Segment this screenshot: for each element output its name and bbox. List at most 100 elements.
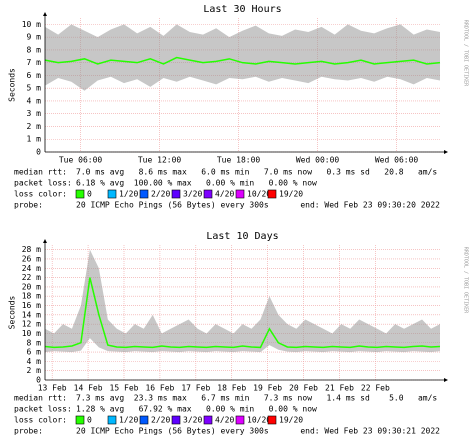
loss-color-label: 2/20 xyxy=(151,416,170,425)
axis-arrow xyxy=(444,378,448,382)
x-tick-label: 20 Feb xyxy=(289,384,318,393)
plot-area xyxy=(45,245,440,380)
y-tick-label: 3 m xyxy=(27,109,42,118)
legend-text: 7.3 ms avg 23.3 ms max 6.7 ms min 7.3 ms… xyxy=(76,394,437,403)
x-tick-label: Tue 18:00 xyxy=(217,156,261,165)
smoke-band xyxy=(45,249,440,353)
y-tick-label: 4 m xyxy=(27,357,42,366)
loss-color-swatch xyxy=(267,415,277,425)
loss-color-label: 4/20 xyxy=(215,190,234,199)
loss-color-label: 19/20 xyxy=(279,190,303,199)
chart-title: Last 10 Days xyxy=(206,231,278,242)
y-tick-label: 0 xyxy=(36,376,41,385)
y-axis-label: Seconds xyxy=(8,68,17,102)
smoke-band xyxy=(45,24,440,91)
y-tick-label: 6 m xyxy=(27,71,42,80)
loss-color-label: 10/20 xyxy=(247,416,271,425)
y-tick-label: 4 m xyxy=(27,96,42,105)
y-tick-label: 12 m xyxy=(22,320,41,329)
loss-color-label: 10/20 xyxy=(247,190,271,199)
axis-arrow xyxy=(444,150,448,154)
median-line xyxy=(44,277,441,349)
legend-label: probe: xyxy=(14,427,43,436)
loss-color-label: 3/20 xyxy=(183,416,202,425)
x-tick-label: Wed 06:00 xyxy=(375,156,419,165)
y-axis-label: Seconds xyxy=(8,295,17,329)
loss-color-swatch xyxy=(171,415,181,425)
legend-text: 6.18 % avg 100.00 % max 0.00 % min 0.00 … xyxy=(76,179,317,188)
loss-color-swatch xyxy=(139,415,149,425)
y-tick-label: 9 m xyxy=(27,33,42,42)
legend-text: end: Wed Feb 23 09:30:21 2022 xyxy=(300,427,440,436)
x-tick-label: Tue 06:00 xyxy=(59,156,103,165)
y-tick-label: 8 m xyxy=(27,338,42,347)
watermark: RRDTOOL / TOBI OETIKER xyxy=(463,20,469,87)
x-tick-label: 13 Feb xyxy=(38,384,67,393)
y-tick-label: 1 m xyxy=(27,135,42,144)
legend-text: 7.0 ms avg 8.6 ms max 6.0 ms min 7.0 ms … xyxy=(76,168,437,177)
legend-text: 1.28 % avg 67.92 % max 0.00 % min 0.00 %… xyxy=(76,405,317,414)
median-line xyxy=(44,56,441,65)
loss-color-label: 1/20 xyxy=(119,190,138,199)
y-tick-label: 5 m xyxy=(27,84,42,93)
x-tick-label: 15 Feb xyxy=(110,384,139,393)
x-tick-label: 22 Feb xyxy=(361,384,390,393)
loss-color-swatch xyxy=(235,189,245,199)
y-tick-label: 16 m xyxy=(22,301,41,310)
legend-text: 20 ICMP Echo Pings (56 Bytes) every 300s xyxy=(76,427,269,436)
legend-label: packet loss: xyxy=(14,179,72,188)
y-tick-label: 10 m xyxy=(22,20,41,29)
loss-color-label: 1/20 xyxy=(119,416,138,425)
y-tick-label: 28 m xyxy=(22,245,41,254)
loss-color-swatch xyxy=(139,189,149,199)
axis-arrow xyxy=(43,239,47,243)
loss-color-swatch xyxy=(235,415,245,425)
y-tick-label: 8 m xyxy=(27,45,42,54)
axis-arrow xyxy=(43,12,47,16)
watermark: RRDTOOL / TOBI OETIKER xyxy=(463,247,469,314)
x-tick-label: Tue 12:00 xyxy=(138,156,182,165)
loss-color-swatch xyxy=(107,189,117,199)
y-tick-label: 0 xyxy=(36,148,41,157)
x-tick-label: Wed 00:00 xyxy=(296,156,340,165)
loss-color-label: 19/20 xyxy=(279,416,303,425)
legend-text: 20 ICMP Echo Pings (56 Bytes) every 300s xyxy=(76,201,269,210)
loss-color-swatch xyxy=(75,415,85,425)
y-tick-label: 10 m xyxy=(22,329,41,338)
x-tick-label: 18 Feb xyxy=(217,384,246,393)
y-tick-label: 2 m xyxy=(27,122,42,131)
y-tick-label: 14 m xyxy=(22,310,41,319)
y-tick-label: 22 m xyxy=(22,273,41,282)
loss-color-label: 2/20 xyxy=(151,190,170,199)
y-tick-label: 7 m xyxy=(27,58,42,67)
loss-color-swatch xyxy=(75,189,85,199)
x-tick-label: 14 Feb xyxy=(74,384,103,393)
x-tick-label: 21 Feb xyxy=(325,384,354,393)
y-tick-label: 24 m xyxy=(22,264,41,273)
y-tick-label: 26 m xyxy=(22,254,41,263)
legend-label: loss color: xyxy=(14,416,67,425)
loss-color-label: 0 xyxy=(87,190,92,199)
loss-color-swatch xyxy=(203,415,213,425)
legend-label: median rtt: xyxy=(14,394,67,403)
y-tick-label: 6 m xyxy=(27,348,42,357)
x-tick-label: 16 Feb xyxy=(145,384,174,393)
x-tick-label: 19 Feb xyxy=(253,384,282,393)
legend-label: packet loss: xyxy=(14,405,72,414)
legend-label: median rtt: xyxy=(14,168,67,177)
y-tick-label: 2 m xyxy=(27,366,42,375)
y-tick-label: 18 m xyxy=(22,292,41,301)
x-tick-label: 17 Feb xyxy=(181,384,210,393)
loss-color-label: 0 xyxy=(87,416,92,425)
legend-text: end: Wed Feb 23 09:30:20 2022 xyxy=(300,201,440,210)
y-tick-label: 20 m xyxy=(22,282,41,291)
legend-label: loss color: xyxy=(14,190,67,199)
loss-color-swatch xyxy=(267,189,277,199)
loss-color-label: 4/20 xyxy=(215,416,234,425)
loss-color-label: 3/20 xyxy=(183,190,202,199)
chart-title: Last 30 Hours xyxy=(203,4,281,15)
loss-color-swatch xyxy=(171,189,181,199)
loss-color-swatch xyxy=(107,415,117,425)
loss-color-swatch xyxy=(203,189,213,199)
